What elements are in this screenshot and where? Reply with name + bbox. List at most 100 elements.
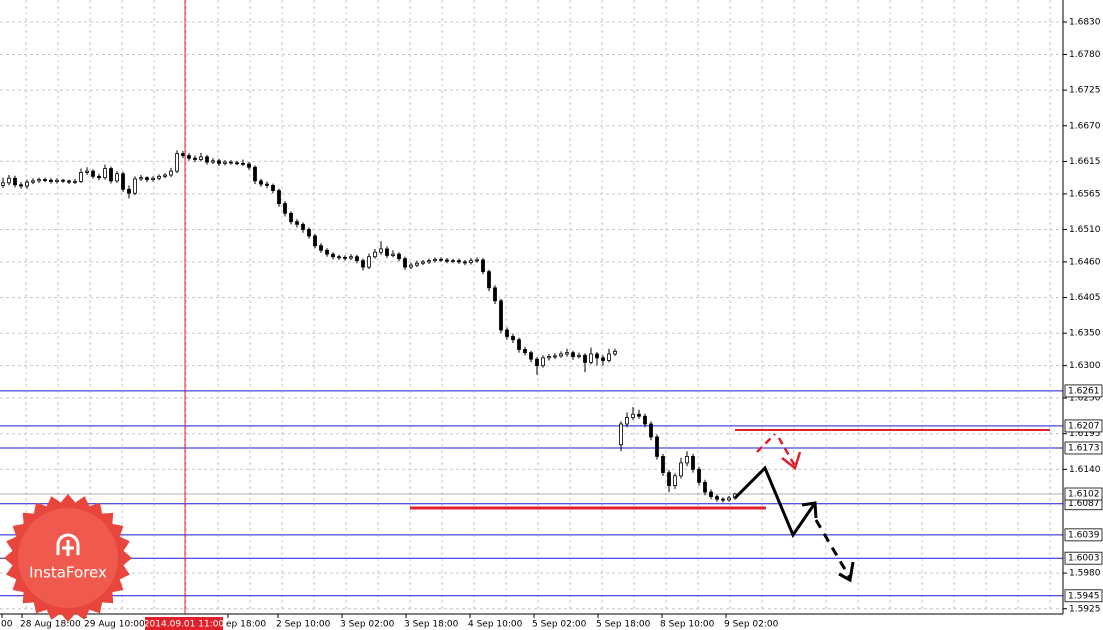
candle-body [577, 354, 581, 357]
y-tick-label: 1.6725 [1069, 86, 1101, 96]
candle-body [373, 251, 377, 258]
candle-body [661, 456, 665, 474]
candle-body [499, 300, 503, 331]
level-label: 1.6261 [1068, 386, 1100, 396]
y-tick-label: 1.6195 [1069, 429, 1101, 439]
candle-body [565, 352, 569, 355]
candle-body [649, 423, 653, 438]
candle-body [199, 156, 203, 160]
candle-body [79, 172, 83, 182]
candle-body [97, 175, 101, 179]
candle-body [655, 436, 659, 457]
candle-body [73, 181, 77, 183]
y-tick-label: 1.6670 [1069, 121, 1101, 131]
candle-body [223, 161, 227, 164]
y-tick-label: 1.6615 [1069, 157, 1101, 167]
candle-body [55, 179, 59, 182]
candle-body [1, 182, 5, 186]
candle-body [385, 248, 389, 256]
candle-body [133, 178, 137, 194]
candle-body [301, 223, 305, 230]
candle-body [391, 253, 395, 256]
candle-body [19, 184, 23, 187]
candle-body [421, 261, 425, 264]
candle-body [355, 256, 359, 262]
candle-body [7, 177, 11, 184]
candle-body [127, 188, 131, 194]
forecast-arrowhead [838, 561, 855, 583]
x-tick-label: 5 Sep 02:00 [532, 620, 587, 630]
candle-body [697, 468, 701, 483]
forecast-path [733, 465, 817, 539]
vertical-grid [25, 0, 1051, 612]
candle-body [529, 352, 533, 360]
y-tick-label: 1.5925 [1069, 604, 1101, 614]
candle-body [181, 153, 185, 156]
candle-body [109, 168, 113, 182]
candle-body [229, 161, 233, 164]
candle-body [169, 170, 173, 176]
candle-body [337, 256, 341, 259]
x-tick-label: 4 Sep 10:00 [468, 620, 523, 630]
cursor-label: 2014.09.01 11:00 [144, 620, 225, 630]
candle-body [49, 179, 53, 182]
candle-body [163, 174, 167, 177]
candle-body [295, 221, 299, 225]
candle-body [283, 203, 287, 214]
alt-path [756, 433, 776, 453]
logo-icon [56, 533, 80, 556]
candle-body [673, 475, 677, 486]
candle-body [151, 177, 155, 180]
y-tick-label: 1.6565 [1069, 189, 1101, 199]
candle-body [13, 177, 17, 186]
candle-body [457, 260, 461, 263]
candle-body [361, 260, 365, 268]
level-label: 1.5945 [1068, 591, 1100, 601]
current-price-label-box [1064, 487, 1103, 501]
x-tick-label: 8 Sep 10:00 [660, 620, 715, 630]
candle-body [235, 162, 239, 165]
candle-body [205, 156, 209, 163]
x-tick-label: 9 Sep 02:00 [724, 620, 779, 630]
candle-body [193, 157, 197, 160]
candle-body [475, 259, 479, 262]
candle-body [139, 177, 143, 180]
y-tick-label: 1.6250 [1069, 394, 1101, 404]
level-label: 1.6207 [1068, 421, 1100, 431]
candle-body [37, 179, 41, 182]
candle-body [241, 162, 245, 165]
x-tick-label: 29 Aug 10:00 [84, 620, 145, 630]
candle-body [463, 261, 467, 264]
candle-body [349, 256, 353, 259]
candle-body [67, 180, 71, 183]
candle-body [541, 357, 545, 367]
level-label-box [1064, 384, 1103, 398]
candle-body [427, 260, 431, 263]
candle-body [115, 173, 119, 182]
x-tick-label: 00 [1, 620, 13, 630]
candle-body [253, 166, 257, 182]
candle-body [637, 413, 641, 417]
level-label-box [1064, 528, 1103, 542]
plot [0, 21, 1063, 610]
candle-body [517, 339, 521, 350]
y-tick-label: 1.6405 [1069, 293, 1101, 303]
candle-body [307, 229, 311, 237]
current-price-label: 1.6102 [1068, 490, 1100, 500]
level-label: 1.6039 [1068, 530, 1100, 540]
candle-body [493, 287, 497, 302]
level-label-box [1064, 419, 1103, 433]
candle-body [403, 258, 407, 268]
candle-body [289, 212, 293, 223]
candle-body [721, 498, 725, 501]
logo: InstaForex [4, 494, 132, 622]
candle-body [277, 190, 281, 204]
candle-body [25, 181, 29, 187]
candle-body [469, 260, 473, 263]
candle-body [667, 472, 671, 486]
candle-body [439, 258, 443, 261]
candle-body [727, 497, 731, 501]
candle-body [103, 168, 107, 179]
